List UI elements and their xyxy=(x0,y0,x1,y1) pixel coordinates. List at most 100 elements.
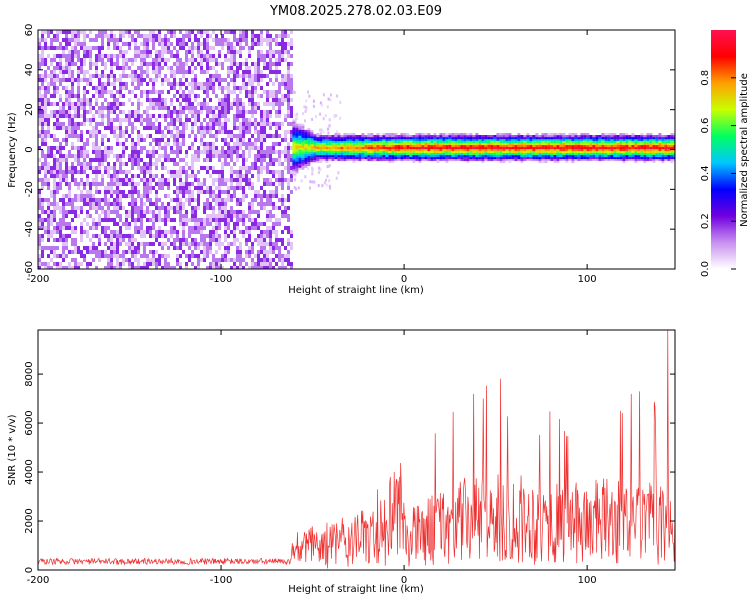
heatmap-cell xyxy=(59,94,62,98)
heatmap-cell xyxy=(260,170,263,174)
heatmap-cell xyxy=(53,206,56,210)
heatmap-cell xyxy=(321,184,324,188)
heatmap-cell xyxy=(313,180,316,184)
heatmap-cell xyxy=(128,42,131,46)
heatmap-cell xyxy=(278,162,281,166)
heatmap-cell xyxy=(47,34,50,38)
heatmap-cell xyxy=(592,137,596,140)
heatmap-cell xyxy=(86,174,89,178)
heatmap-cell xyxy=(257,54,260,58)
heatmap-cell xyxy=(95,126,98,130)
heatmap-cell xyxy=(188,174,191,178)
heatmap-cell xyxy=(472,142,476,146)
heatmap-cell xyxy=(104,170,107,174)
heatmap-cell xyxy=(397,156,401,160)
heatmap-cell xyxy=(349,142,353,146)
heatmap-cell xyxy=(577,156,581,160)
heatmap-cell xyxy=(230,30,233,34)
heatmap-cell xyxy=(47,130,50,134)
heatmap-cell xyxy=(325,178,327,182)
heatmap-cell xyxy=(95,246,98,250)
heatmap-cell xyxy=(272,162,275,166)
heatmap-cell xyxy=(442,142,446,146)
heatmap-cell xyxy=(535,138,539,142)
heatmap-cell xyxy=(62,78,65,82)
heatmap-cell xyxy=(523,156,527,160)
heatmap-cell xyxy=(224,190,227,194)
heatmap-cell xyxy=(188,166,191,170)
heatmap-cell xyxy=(284,254,287,258)
heatmap-cell xyxy=(170,234,173,238)
heatmap-cell xyxy=(364,158,368,162)
heatmap-cell xyxy=(239,66,242,70)
heatmap-cell xyxy=(442,146,446,150)
heatmap-cell xyxy=(143,146,146,150)
heatmap-cell xyxy=(269,102,272,106)
heatmap-cell xyxy=(272,214,275,218)
heatmap-cell xyxy=(260,134,263,138)
heatmap-cell xyxy=(298,129,302,132)
heatmap-cell xyxy=(239,126,242,130)
heatmap-cell xyxy=(110,250,113,254)
heatmap-cell xyxy=(74,78,77,82)
heatmap-cell xyxy=(328,144,332,148)
heatmap-cell xyxy=(53,194,56,198)
heatmap-cell xyxy=(167,262,170,266)
heatmap-cell xyxy=(298,145,302,148)
heatmap-cell xyxy=(113,130,116,134)
heatmap-cell xyxy=(331,158,335,162)
heatmap-cell xyxy=(586,150,590,154)
heatmap-cell xyxy=(131,110,134,114)
heatmap-cell xyxy=(511,158,515,162)
heatmap-cell xyxy=(131,178,134,182)
heatmap-cell xyxy=(322,152,326,156)
heatmap-cell xyxy=(427,137,431,140)
heatmap-cell xyxy=(266,214,269,218)
heatmap-cell xyxy=(143,246,146,250)
heatmap-cell xyxy=(254,222,257,226)
heatmap-cell xyxy=(203,222,206,226)
heatmap-cell xyxy=(427,146,431,150)
heatmap-cell xyxy=(128,242,131,246)
heatmap-cell xyxy=(200,34,203,38)
heatmap-cell xyxy=(505,146,509,150)
heatmap-cell xyxy=(110,258,113,262)
heatmap-cell xyxy=(62,210,65,214)
heatmap-cell xyxy=(298,123,302,126)
heatmap-cell xyxy=(68,114,71,118)
heatmap-cell xyxy=(185,186,188,190)
heatmap-cell xyxy=(152,34,155,38)
heatmap-cell xyxy=(406,148,410,152)
heatmap-cell xyxy=(224,118,227,122)
heatmap-cell xyxy=(107,182,110,186)
heatmap-cell xyxy=(538,142,542,146)
heatmap-cell xyxy=(173,238,176,242)
heatmap-cell xyxy=(577,140,581,144)
heatmap-cell xyxy=(263,250,266,254)
heatmap-cell xyxy=(134,142,137,146)
heatmap-cell xyxy=(104,146,107,150)
heatmap-cell xyxy=(185,154,188,158)
heatmap-cell xyxy=(550,140,554,144)
heatmap-cell xyxy=(538,152,542,156)
heatmap-cell xyxy=(161,42,164,46)
heatmap-cell xyxy=(580,137,584,140)
heatmap-cell xyxy=(616,146,620,150)
heatmap-cell xyxy=(281,74,284,78)
heatmap-cell xyxy=(275,262,278,266)
heatmap-cell xyxy=(586,138,590,142)
heatmap-cell xyxy=(47,114,50,118)
heatmap-cell xyxy=(161,130,164,134)
heatmap-cell xyxy=(83,86,86,90)
heatmap-cell xyxy=(179,266,182,269)
heatmap-cell xyxy=(508,152,512,156)
heatmap-cell xyxy=(56,182,59,186)
heatmap-cell xyxy=(260,230,263,234)
heatmap-cell xyxy=(95,34,98,38)
heatmap-cell xyxy=(517,135,521,138)
heatmap-cell xyxy=(212,134,215,138)
heatmap-cell xyxy=(352,158,356,162)
heatmap-cell xyxy=(179,102,182,106)
heatmap-cell xyxy=(107,190,110,194)
